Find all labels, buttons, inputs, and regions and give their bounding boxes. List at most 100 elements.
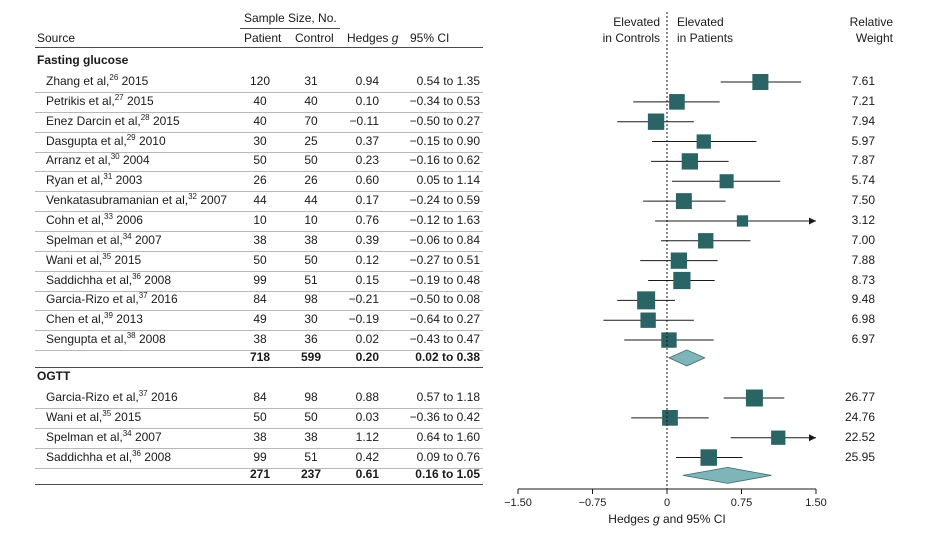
study-ci: −0.64 to 0.27 xyxy=(409,312,480,327)
x-tick-label: −1.50 xyxy=(504,497,532,509)
row-divider xyxy=(35,330,483,332)
study-patient: 40 xyxy=(253,113,267,128)
study-weight: 25.95 xyxy=(844,449,875,464)
study-ref: 35 xyxy=(102,251,112,261)
study-ref: 33 xyxy=(104,211,113,221)
study-weight: 22.52 xyxy=(844,429,875,444)
study-source: Cohn et al,33 2006 xyxy=(46,211,143,227)
study-ref: 36 xyxy=(132,271,141,281)
header-left-direction-2: in Controls xyxy=(602,31,660,45)
header-weight-1: Relative xyxy=(849,15,893,29)
study-weight: 8.73 xyxy=(851,272,875,287)
study-ci: −0.34 to 0.53 xyxy=(409,93,480,108)
study-patient: 30 xyxy=(253,133,267,148)
study-patient: 44 xyxy=(253,193,267,208)
study-weight: 5.97 xyxy=(851,133,875,148)
effect-marker xyxy=(647,113,665,130)
study-control: 70 xyxy=(304,113,318,128)
study-source: Garcia-Rizo et al,37 2016 xyxy=(46,389,178,405)
study-ci: −0.24 to 0.59 xyxy=(409,193,480,208)
effect-marker xyxy=(698,233,714,249)
study-hedges-g: 0.15 xyxy=(355,272,379,287)
study-hedges-g: 0.02 xyxy=(355,332,379,347)
study-patient: 38 xyxy=(253,232,267,247)
study-ci: 0.64 to 1.60 xyxy=(416,429,480,444)
study-source: Venkatasubramanian et al,32 2007 xyxy=(46,192,228,208)
study-control: 50 xyxy=(304,252,318,267)
study-control: 50 xyxy=(304,409,318,424)
effect-marker xyxy=(637,291,656,310)
row-divider xyxy=(35,427,483,429)
pooled-ci: 0.02 to 0.38 xyxy=(415,349,480,364)
pooled-diamond xyxy=(668,349,706,367)
group-label: Fasting glucose xyxy=(37,53,129,67)
row-divider xyxy=(35,447,483,449)
group-end-rule xyxy=(35,484,483,486)
study-source: Wani et al,35 2015 xyxy=(46,408,142,424)
study-ci: −0.06 to 0.84 xyxy=(409,232,480,247)
ci-arrow xyxy=(809,217,816,225)
study-weight: 24.76 xyxy=(844,409,875,424)
ci-arrow xyxy=(809,434,816,442)
row-divider xyxy=(35,350,483,352)
header-hedges: Hedges g xyxy=(347,31,399,45)
header-ci: 95% CI xyxy=(410,31,450,45)
study-ci: −0.36 to 0.42 xyxy=(409,409,480,424)
x-tick-label: 0 xyxy=(664,497,670,509)
study-control: 36 xyxy=(304,332,318,347)
study-ci: −0.43 to 0.47 xyxy=(409,332,480,347)
pooled-diamond xyxy=(682,466,772,484)
study-control: 44 xyxy=(304,193,318,208)
study-hedges-g: 0.94 xyxy=(355,74,379,88)
header-control: Control xyxy=(295,31,334,45)
study-ci: −0.12 to 1.63 xyxy=(409,212,480,227)
study-hedges-g: 0.76 xyxy=(355,212,379,227)
study-control: 10 xyxy=(304,212,318,227)
row-divider xyxy=(35,250,483,252)
study-ci: −0.16 to 0.62 xyxy=(409,153,480,168)
study-patient: 38 xyxy=(253,332,267,347)
study-hedges-g: 1.12 xyxy=(355,429,379,444)
study-ci: −0.50 to 0.08 xyxy=(409,292,480,307)
study-hedges-g: 0.03 xyxy=(355,409,379,424)
study-patient: 84 xyxy=(253,292,267,307)
study-ref: 30 xyxy=(110,152,120,162)
effect-marker xyxy=(736,215,749,227)
study-ref: 39 xyxy=(104,311,113,321)
study-weight: 5.74 xyxy=(851,173,875,188)
study-hedges-g: 0.60 xyxy=(355,173,379,188)
study-hedges-g: 0.42 xyxy=(355,449,379,464)
study-source: Saddichha et al,36 2008 xyxy=(46,271,171,287)
header-sample-size: Sample Size, No. xyxy=(244,11,337,25)
row-divider xyxy=(35,290,483,292)
study-hedges-g: 0.17 xyxy=(355,193,379,208)
study-hedges-g: 0.39 xyxy=(355,232,379,247)
study-weight: 7.00 xyxy=(851,232,875,247)
study-hedges-g: 0.23 xyxy=(355,153,379,168)
effect-marker xyxy=(752,73,769,91)
header-right-direction-2: in Patients xyxy=(677,31,734,45)
study-source: Garcia-Rizo et al,37 2016 xyxy=(46,291,178,307)
study-source: Spelman et al,34 2007 xyxy=(46,231,162,247)
study-patient: 10 xyxy=(253,212,267,227)
effect-marker xyxy=(670,252,688,269)
row-divider xyxy=(35,151,483,153)
pooled-hedges-g: 0.20 xyxy=(355,349,379,364)
study-patient: 40 xyxy=(253,93,267,108)
study-weight: 7.21 xyxy=(851,93,875,108)
header-rule xyxy=(35,47,483,48)
header-right-direction-1: Elevated xyxy=(677,15,724,29)
effect-marker xyxy=(719,174,734,189)
row-divider xyxy=(35,171,483,173)
study-weight: 26.77 xyxy=(844,390,875,404)
study-source: Spelman et al,34 2007 xyxy=(46,428,162,444)
study-patient: 99 xyxy=(253,449,267,464)
effect-marker xyxy=(681,153,698,170)
study-control: 40 xyxy=(304,93,318,108)
study-ref: 29 xyxy=(126,132,136,142)
study-ref: 34 xyxy=(122,428,132,438)
pooled-control: 237 xyxy=(300,467,322,482)
effect-marker xyxy=(640,312,656,328)
header-weight-2: Weight xyxy=(855,31,893,45)
study-control: 98 xyxy=(304,390,318,404)
